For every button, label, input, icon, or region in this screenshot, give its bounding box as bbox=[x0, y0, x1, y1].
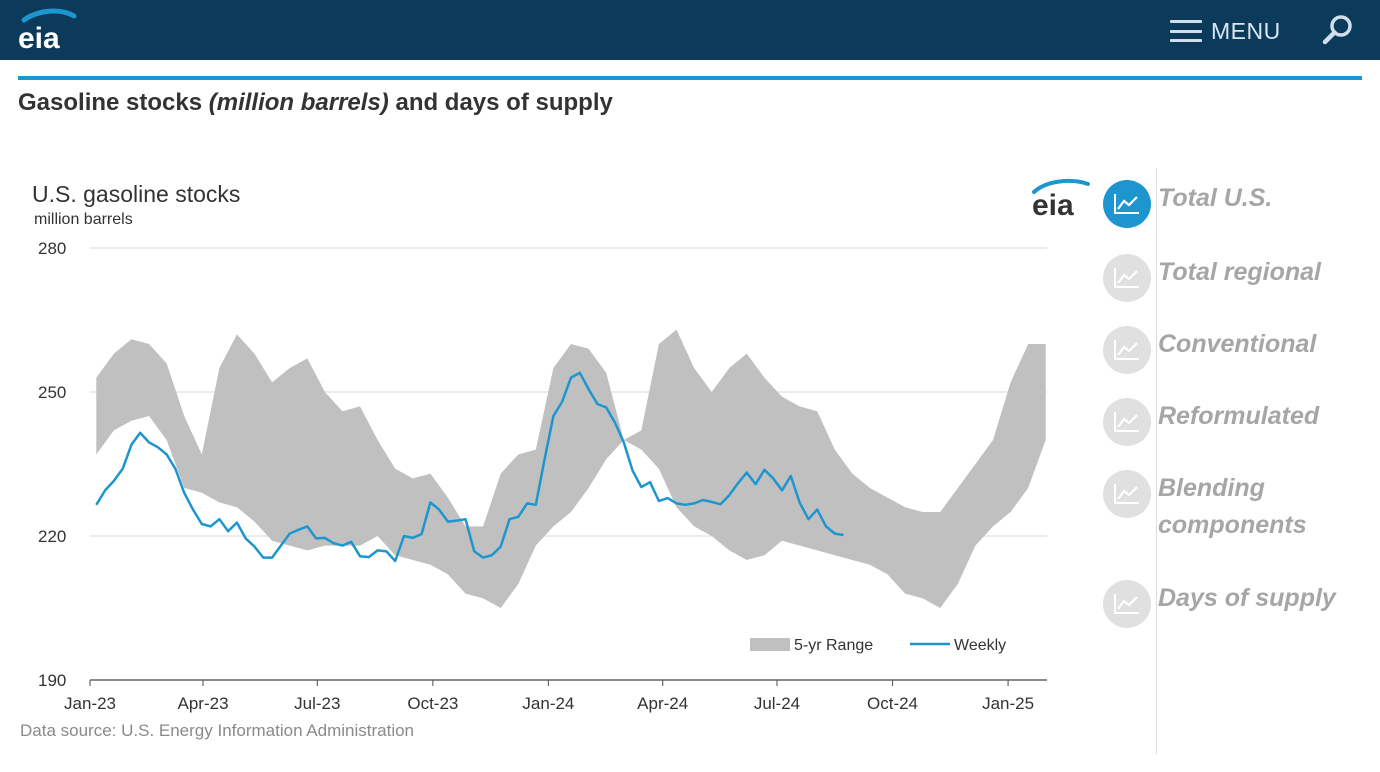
series-blending-components[interactable]: Blending components bbox=[1103, 470, 1368, 544]
series-label: Total U.S. bbox=[1158, 184, 1273, 212]
hamburger-icon bbox=[1170, 20, 1202, 42]
x-tick-label: Jan-23 bbox=[64, 694, 116, 713]
sidebar-divider bbox=[1156, 168, 1157, 754]
title-suffix: and days of supply bbox=[388, 89, 613, 116]
top-bar: eia MENU bbox=[0, 0, 1380, 60]
eia-logo[interactable]: eia bbox=[18, 6, 88, 54]
series-label: Days of supply bbox=[1158, 584, 1336, 612]
legend-label-weekly: Weekly bbox=[954, 637, 1006, 654]
title-units: (million barrels) bbox=[208, 89, 389, 116]
title-prefix: Gasoline stocks bbox=[18, 89, 209, 116]
series-days-of-supply[interactable]: Days of supply bbox=[1103, 580, 1368, 628]
line-chart-icon bbox=[1103, 470, 1151, 518]
chart-eia-logo: eia bbox=[1032, 178, 1090, 222]
y-tick-label: 190 bbox=[38, 671, 66, 690]
line-chart-icon bbox=[1103, 180, 1151, 228]
logo-text: eia bbox=[18, 22, 60, 54]
series-reformulated[interactable]: Reformulated bbox=[1103, 398, 1368, 446]
data-source: Data source: U.S. Energy Information Adm… bbox=[20, 721, 414, 740]
series-label: Reformulated bbox=[1158, 402, 1320, 430]
menu-button[interactable]: MENU bbox=[1170, 14, 1281, 48]
line-chart-icon bbox=[1103, 398, 1151, 446]
series-conventional[interactable]: Conventional bbox=[1103, 326, 1368, 374]
x-tick-label: Jan-25 bbox=[982, 694, 1034, 713]
legend-label-range: 5-yr Range bbox=[794, 637, 873, 654]
y-tick-label: 220 bbox=[38, 527, 66, 546]
page-title: Gasoline stocks (million barrels) and da… bbox=[18, 89, 613, 117]
series-total-us[interactable]: Total U.S. bbox=[1103, 180, 1368, 228]
series-label: Total regional bbox=[1158, 258, 1321, 286]
series-label: Blending components bbox=[1158, 474, 1307, 539]
x-tick-label: Jan-24 bbox=[522, 694, 574, 713]
x-tick-label: Jul-23 bbox=[294, 694, 340, 713]
x-tick-label: Oct-24 bbox=[867, 694, 918, 713]
five-year-range-band bbox=[96, 329, 1046, 608]
series-total-regional[interactable]: Total regional bbox=[1103, 254, 1368, 302]
y-tick-label: 280 bbox=[38, 239, 66, 258]
accent-rule bbox=[18, 76, 1362, 80]
y-tick-label: 250 bbox=[38, 383, 66, 402]
search-icon[interactable] bbox=[1320, 12, 1356, 48]
chart-title: U.S. gasoline stocks bbox=[32, 181, 240, 207]
weekly-series-line bbox=[95, 371, 844, 563]
x-tick-label: Apr-24 bbox=[637, 694, 688, 713]
x-tick-label: Jul-24 bbox=[754, 694, 800, 713]
gasoline-stocks-chart: U.S. gasoline stocks million barrels eia… bbox=[20, 178, 1090, 740]
x-tick-label: Oct-23 bbox=[407, 694, 458, 713]
x-tick-label: Apr-23 bbox=[178, 694, 229, 713]
chart-subtitle: million barrels bbox=[34, 211, 133, 228]
chart-legend: 5-yr Range Weekly bbox=[750, 637, 1006, 654]
menu-label: MENU bbox=[1211, 17, 1281, 44]
series-label: Conventional bbox=[1158, 330, 1317, 358]
legend-swatch-range bbox=[750, 638, 790, 651]
line-chart-icon bbox=[1103, 254, 1151, 302]
chart-logo-text: eia bbox=[1032, 189, 1074, 222]
line-chart-icon bbox=[1103, 326, 1151, 374]
line-chart-icon bbox=[1103, 580, 1151, 628]
